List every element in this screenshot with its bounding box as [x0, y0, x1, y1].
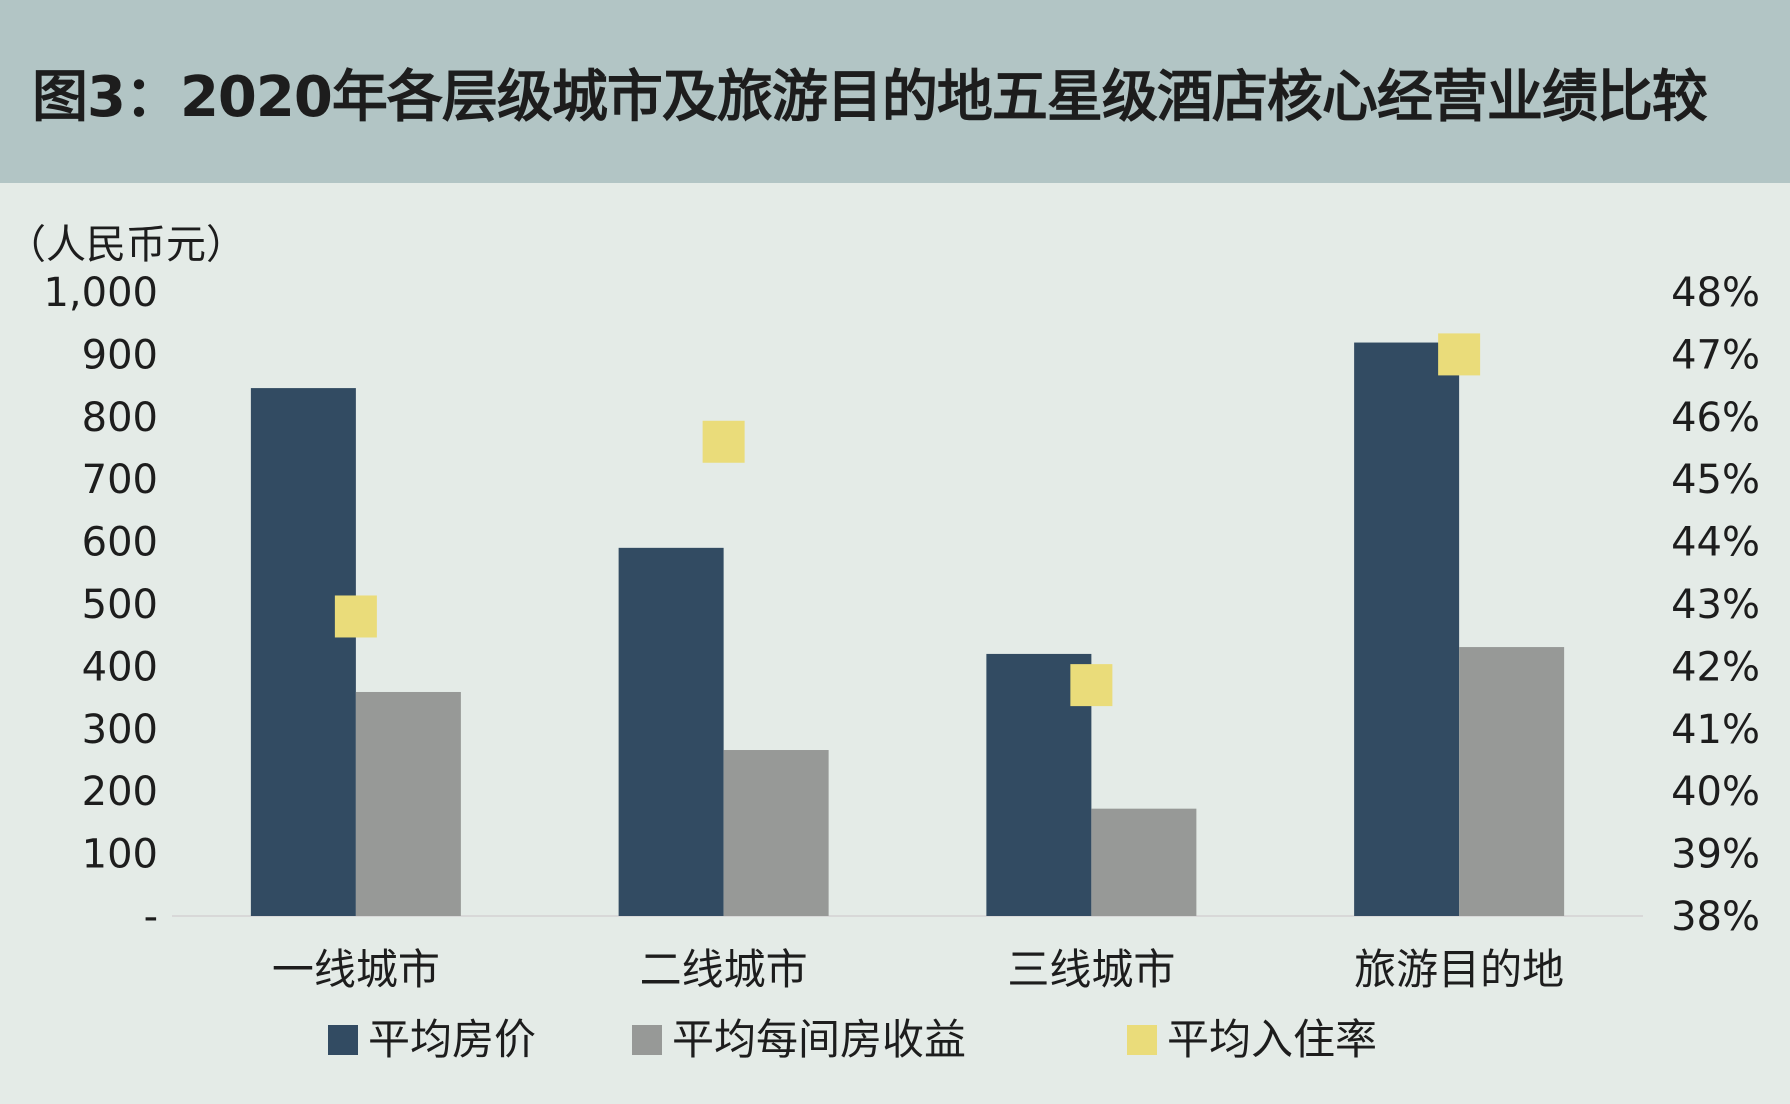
y-tick-label: -: [144, 894, 158, 940]
y2-tick-label: 46%: [1671, 395, 1760, 441]
y2-tick-label: 48%: [1671, 270, 1760, 316]
y2-tick-label: 44%: [1671, 520, 1760, 566]
y-tick-label: 200: [82, 769, 158, 815]
bar-revpar: [1091, 808, 1197, 916]
y2-tick-label: 39%: [1671, 832, 1760, 878]
y-tick-label: 1,000: [43, 270, 158, 316]
marker-occupancy-rate: [334, 595, 377, 638]
y-tick-label: 500: [82, 582, 158, 628]
marker-occupancy-rate: [1070, 664, 1113, 707]
y-tick-label: 300: [82, 707, 158, 753]
marker-occupancy-rate: [1438, 333, 1481, 376]
title-banner: 图3：2020年各层级城市及旅游目的地五星级酒店核心经营业绩比较: [0, 0, 1790, 183]
x-tick-label: 二线城市: [640, 945, 808, 994]
y-tick-label: 900: [82, 332, 158, 378]
marker-occupancy-rate: [702, 420, 745, 463]
y2-tick-label: 43%: [1671, 582, 1760, 628]
y2-tick-label: 41%: [1671, 707, 1760, 753]
legend-label: 平均房价: [368, 1015, 536, 1064]
bar-average-room-rate: [250, 388, 356, 916]
y2-tick-label: 47%: [1671, 332, 1760, 378]
y2-tick-label: 45%: [1671, 457, 1760, 503]
y2-tick-label: 42%: [1671, 644, 1760, 690]
chart-title: 图3：2020年各层级城市及旅游目的地五星级酒店核心经营业绩比较: [32, 65, 1708, 130]
y2-tick-label: 40%: [1671, 769, 1760, 815]
y-tick-label: 800: [82, 395, 158, 441]
legend-swatch: [1127, 1025, 1157, 1055]
legend-swatch: [632, 1025, 662, 1055]
legend-swatch: [328, 1025, 358, 1055]
y-tick-label: 700: [82, 457, 158, 503]
bar-average-room-rate: [618, 547, 724, 916]
bar-revpar: [1459, 647, 1565, 916]
y-tick-label: 100: [82, 832, 158, 878]
y-tick-label: 400: [82, 644, 158, 690]
bar-revpar: [355, 691, 461, 916]
y-tick-label: 600: [82, 520, 158, 566]
legend-label: 平均每间房收益: [672, 1015, 966, 1064]
x-tick-label: 三线城市: [1007, 945, 1175, 994]
bar-revpar: [723, 750, 829, 916]
y-axis-unit-label: （人民币元）: [6, 222, 246, 268]
legend-label: 平均入住率: [1167, 1015, 1377, 1064]
x-tick-label: 旅游目的地: [1354, 945, 1564, 994]
x-tick-label: 一线城市: [272, 945, 440, 994]
bar-average-room-rate: [1354, 342, 1460, 916]
y2-tick-label: 38%: [1671, 894, 1760, 940]
